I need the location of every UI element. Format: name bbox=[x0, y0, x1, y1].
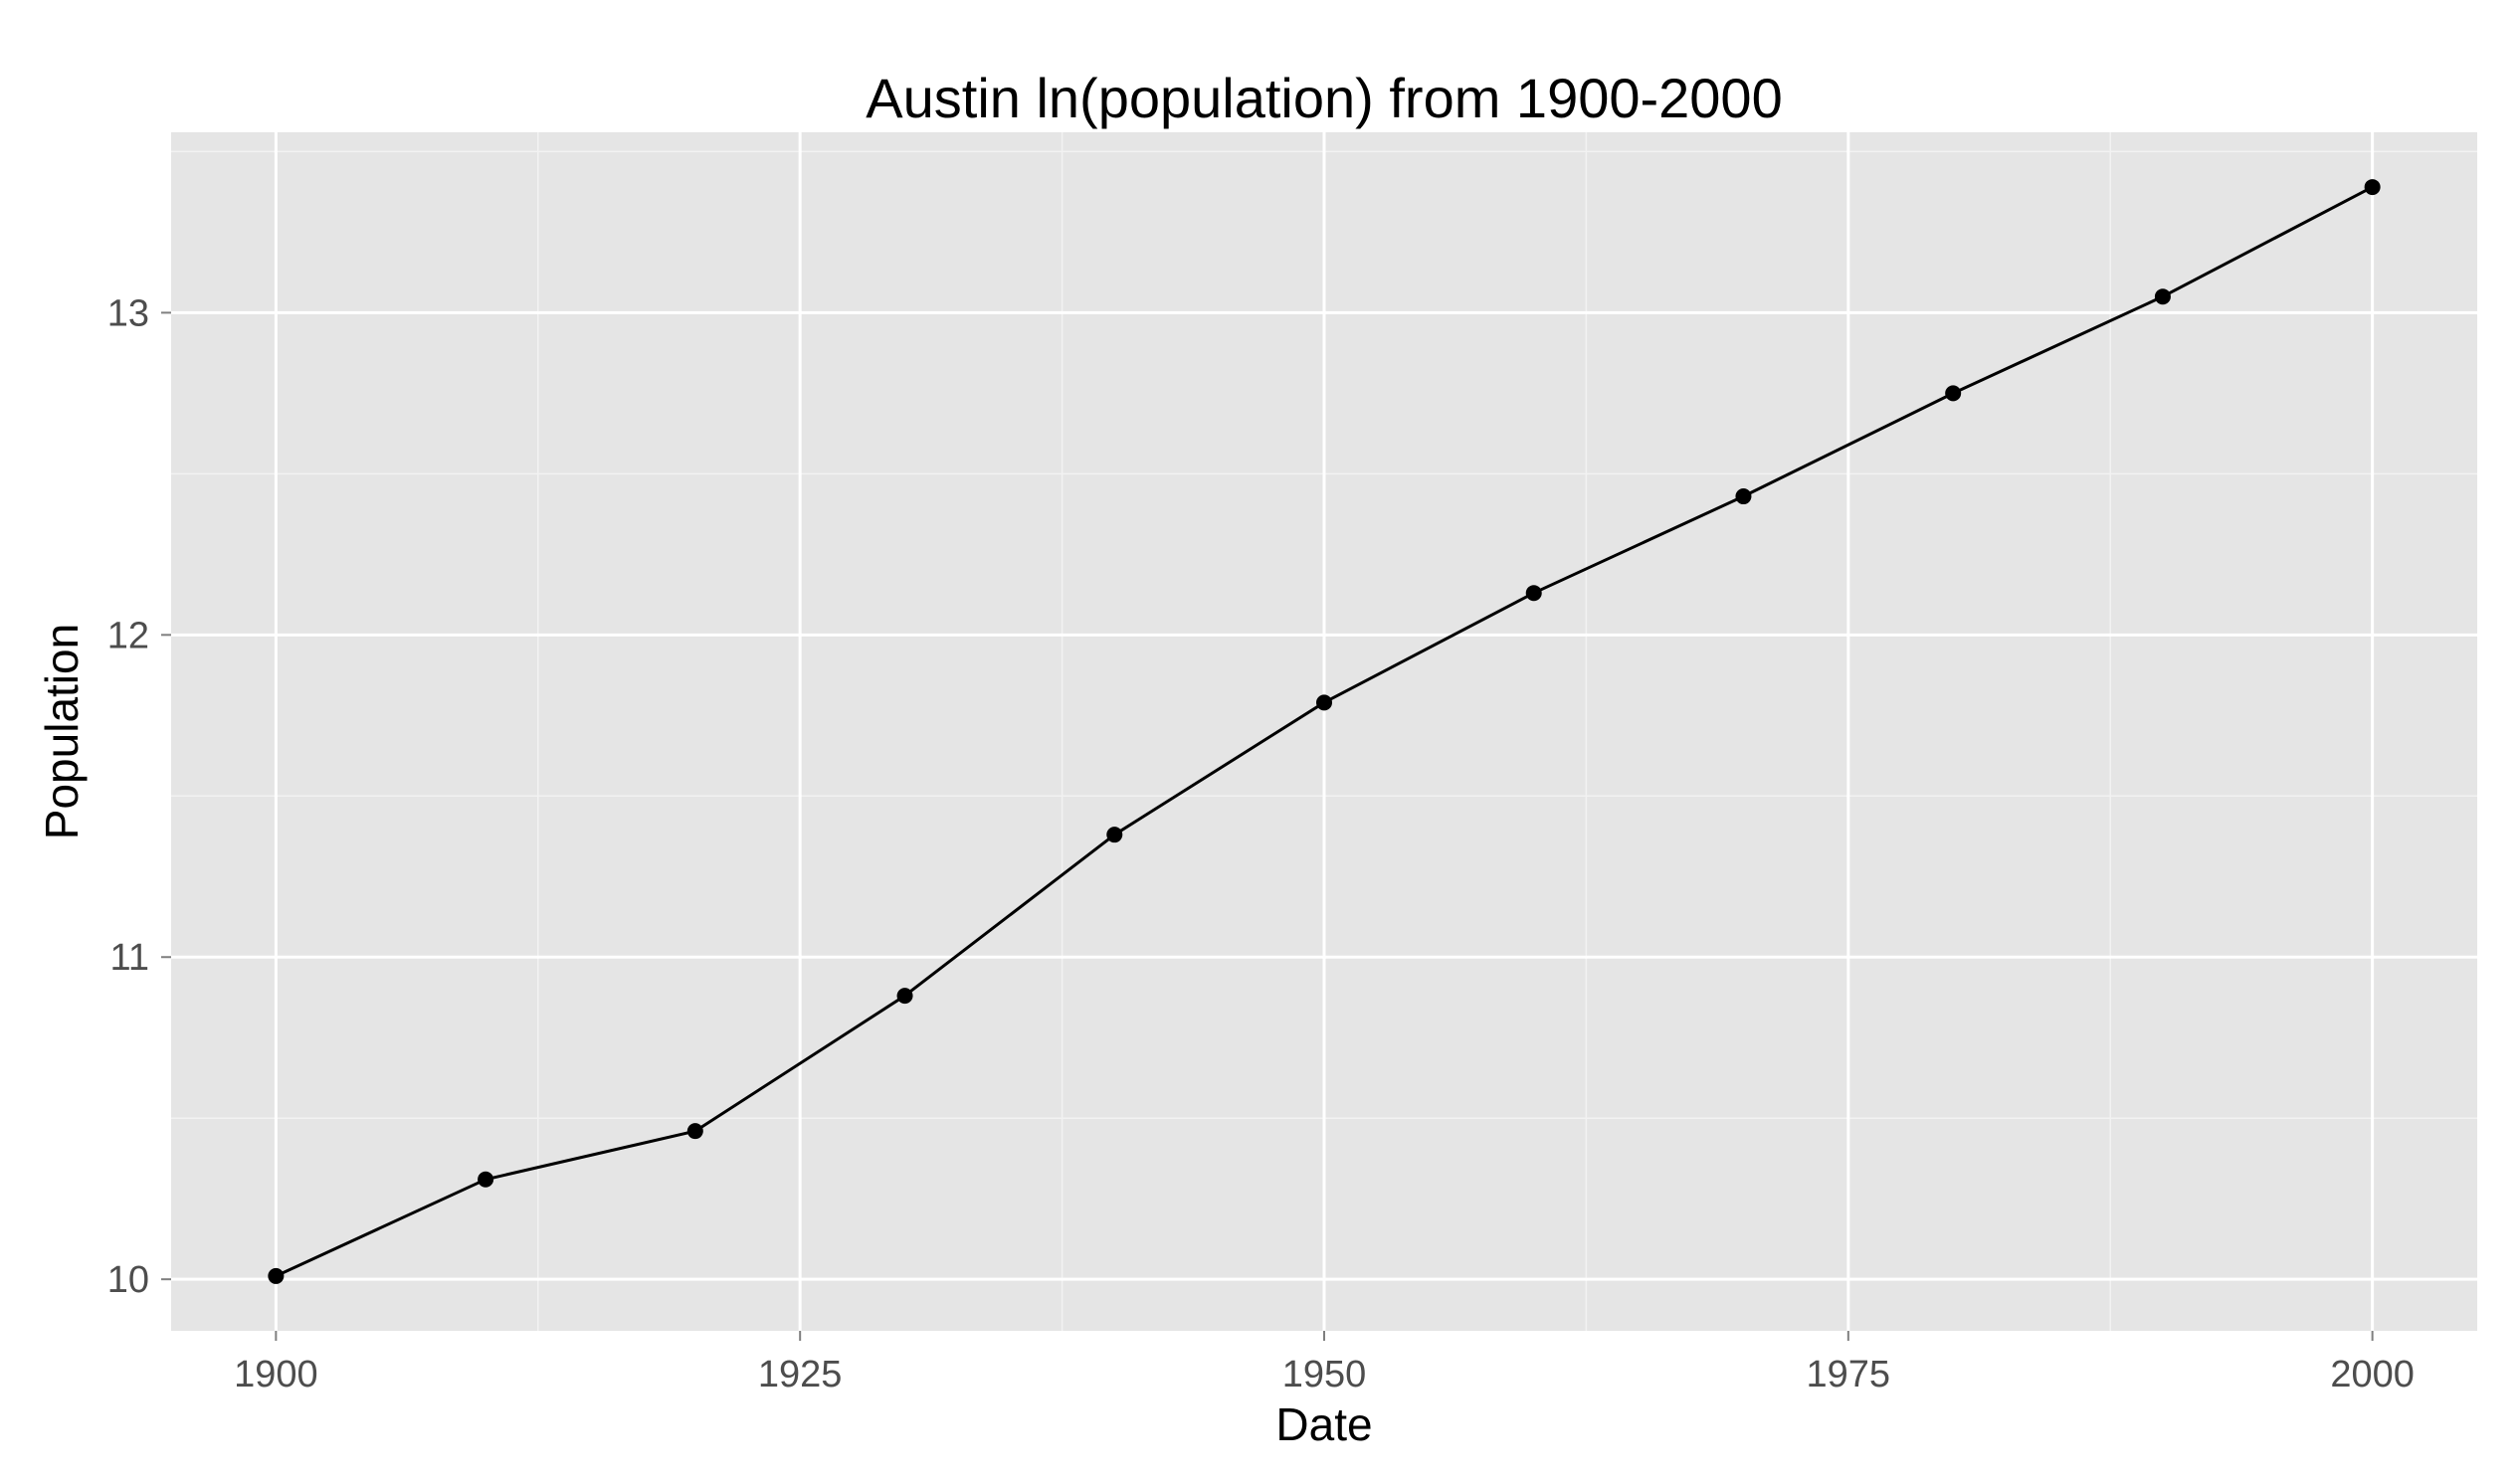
data-point bbox=[1106, 827, 1123, 843]
data-point bbox=[1945, 385, 1962, 402]
data-point bbox=[1316, 694, 1332, 711]
y-tick-label: 11 bbox=[110, 937, 149, 979]
y-tick-label: 12 bbox=[107, 615, 149, 656]
x-tick-label: 2000 bbox=[2330, 1354, 2415, 1395]
y-tick-label: 13 bbox=[107, 292, 149, 334]
major-gridlines bbox=[171, 132, 2477, 1331]
x-tick-label: 1900 bbox=[234, 1354, 318, 1395]
data-point bbox=[1525, 585, 1542, 602]
x-tick-label: 1950 bbox=[1282, 1354, 1367, 1395]
data-point bbox=[686, 1123, 703, 1140]
data-point bbox=[2154, 288, 2171, 305]
data-point bbox=[1735, 488, 1752, 505]
chart-title: Austin ln(population) from 1900-2000 bbox=[866, 67, 1782, 129]
x-tick-label: 1925 bbox=[758, 1354, 843, 1395]
y-tick-label: 10 bbox=[107, 1259, 149, 1301]
x-tick-label: 1975 bbox=[1807, 1354, 1891, 1395]
data-point bbox=[2364, 179, 2381, 196]
y-axis-title: Population bbox=[36, 624, 88, 839]
data-point bbox=[896, 988, 913, 1005]
x-axis-ticks: 1900 1925 1950 1975 2000 bbox=[234, 1331, 2415, 1395]
data-point bbox=[268, 1267, 285, 1284]
data-point bbox=[478, 1171, 494, 1188]
x-axis-title: Date bbox=[1275, 1398, 1372, 1450]
series-layer bbox=[268, 179, 2381, 1284]
y-axis-ticks: 10 11 12 13 bbox=[107, 292, 171, 1301]
